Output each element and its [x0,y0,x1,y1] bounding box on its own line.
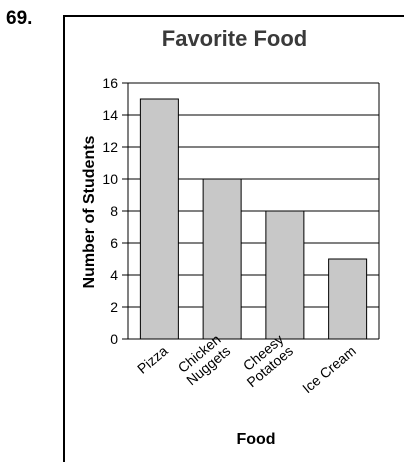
x-axis-title: Food [236,431,275,448]
y-tick-label: 2 [110,299,118,315]
y-tick-labels: 0 2 4 6 8 10 12 14 16 [102,75,118,347]
y-tick-label: 16 [102,75,118,91]
problem-number: 69. [6,8,33,29]
bar [139,98,179,340]
bar [328,258,368,340]
y-tick-label: 6 [110,235,118,251]
frame-top-border [63,15,404,17]
y-tick-label: 8 [110,203,118,219]
bar [265,210,305,340]
bar-layer [139,98,368,340]
bar [202,178,242,340]
frame-left-border [63,15,65,462]
x-tick-label: Pizza [134,342,171,376]
x-tick-label: Ice Cream [299,343,359,397]
x-tick-label-group: Pizza [134,342,171,376]
y-tick-label: 14 [102,107,118,123]
axis-layer [122,82,380,340]
y-tick-label: 0 [110,331,118,347]
y-tick-label: 4 [110,267,118,283]
x-tick-label-group: Ice Cream [299,343,359,397]
y-tick-label: 10 [102,171,118,187]
chart-title: Favorite Food [161,26,308,51]
y-axis-title: Number of Students [81,135,98,288]
y-tick-label: 12 [102,139,118,155]
